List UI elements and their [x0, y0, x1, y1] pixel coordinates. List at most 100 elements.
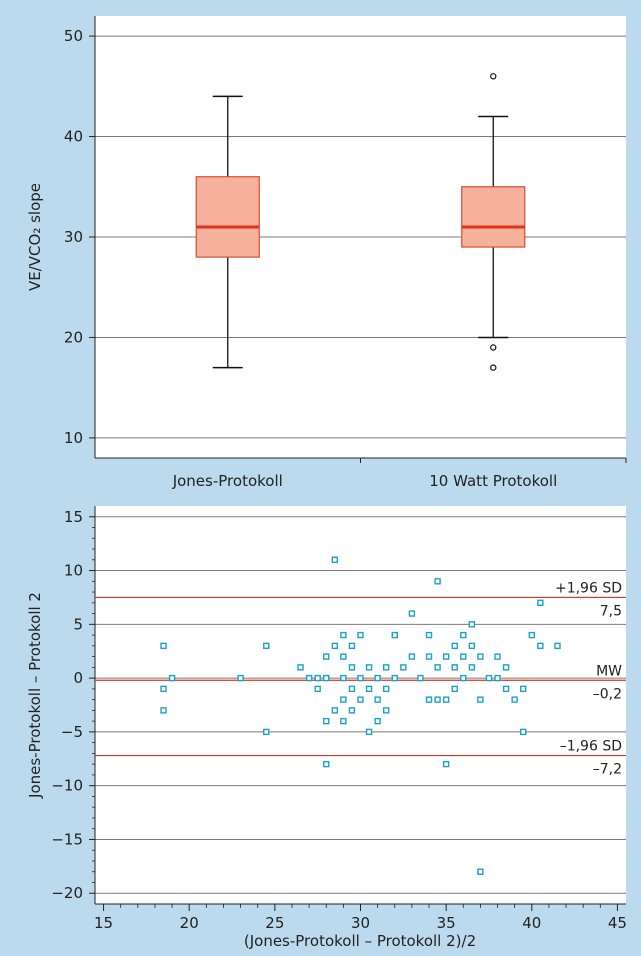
scatter-point [442, 696, 450, 703]
scatter-reference-lines: +1,96 SD 7,5 MW –0,2 –1,96 SD –7,2 [95, 580, 626, 778]
scatter-point [502, 664, 510, 671]
scatter-point [477, 696, 484, 703]
scatter-point [305, 674, 313, 682]
boxplot-axes [89, 16, 627, 463]
scatter-axes [89, 506, 626, 911]
scatter-y-tick-label: 5 [73, 615, 83, 633]
scatter-y-tick-label: −15 [51, 830, 83, 848]
scatter-point [434, 696, 441, 703]
reference-line-1: +1,96 SD 7,5 [95, 580, 626, 619]
scatter-point [400, 664, 407, 671]
box-1 [195, 95, 260, 369]
scatter-x-tick-label: 40 [522, 914, 541, 932]
scatter-y-tick-label: 15 [64, 508, 83, 526]
scatter-point [477, 868, 484, 875]
outlier-point [490, 344, 497, 351]
scatter-point [502, 685, 510, 693]
scatter-point [451, 642, 458, 650]
scatter-point [357, 696, 364, 703]
scatter-point [323, 674, 330, 682]
scatter-point [382, 664, 390, 671]
scatter-point [340, 653, 347, 660]
boxplot-y-tick-label: 50 [64, 27, 83, 45]
reference-line-value: 7,5 [600, 603, 622, 619]
scatter-point [382, 685, 390, 693]
scatter-point [263, 642, 270, 650]
boxplot-category-label: Jones-Protokoll [172, 472, 283, 490]
scatter-point [528, 631, 535, 639]
scatter-point [434, 578, 441, 585]
scatter-point [331, 556, 339, 563]
outlier-point [490, 73, 497, 80]
boxplot-gridlines [95, 35, 626, 439]
scatter-point [425, 631, 433, 639]
scatter-plot-area [95, 506, 626, 904]
scatter-point [468, 664, 476, 671]
scatter-chart: +1,96 SD7,5MW–0,2–1,96 SD–7,2 −20−15−10−… [26, 506, 627, 950]
boxplot-y-tick-label: 10 [64, 429, 83, 447]
boxplot-tick-labels: 10 20 30 40 50 Jones-Protokoll 10 Watt Protoko… [64, 27, 557, 490]
scatter-point [434, 664, 441, 671]
scatter-point [365, 664, 373, 671]
scatter-point [297, 664, 304, 671]
scatter-point [485, 674, 493, 682]
scatter-point [348, 685, 356, 693]
scatter-points [160, 556, 561, 875]
scatter-x-tick-label: 20 [180, 914, 199, 932]
scatter-point [374, 717, 381, 725]
scatter-x-axis-label: (Jones-Protokoll – Protokoll 2)/2 [244, 932, 476, 950]
reference-line-value: –7,2 [593, 762, 622, 778]
scatter-point [374, 674, 381, 682]
scatter-y-tick-label: −10 [51, 777, 83, 795]
scatter-point [511, 696, 518, 703]
scatter-y-tick-label: −20 [51, 884, 83, 902]
scatter-point [468, 642, 476, 650]
scatter-point [494, 674, 501, 682]
scatter-point [391, 631, 398, 639]
scatter-point [460, 631, 467, 639]
scatter-point [340, 674, 347, 682]
scatter-point [323, 717, 330, 725]
scatter-point [442, 760, 450, 768]
scatter-point [314, 685, 321, 693]
boxplot-boxes [195, 73, 526, 371]
scatter-point [160, 707, 167, 714]
scatter-point [494, 653, 501, 660]
reference-line-label: MW [596, 663, 622, 679]
scatter-point [340, 717, 347, 725]
outlier-point [490, 364, 497, 371]
scatter-point [357, 631, 364, 639]
iqr-box [461, 186, 526, 248]
scatter-point [374, 696, 381, 703]
scatter-point [417, 674, 424, 682]
scatter-point [323, 653, 330, 660]
scatter-x-tick-label: 30 [351, 914, 370, 932]
scatter-point [168, 674, 176, 682]
scatter-point [340, 631, 347, 639]
scatter-x-tick-label: 15 [94, 914, 113, 932]
scatter-y-axis-label: Jones-Protokoll – Protokoll 2 [26, 592, 44, 799]
scatter-x-tick-label: 45 [608, 914, 627, 932]
scatter-y-tick-label: 10 [64, 562, 83, 580]
reference-line-3: –1,96 SD –7,2 [95, 739, 626, 778]
scatter-point [340, 696, 347, 703]
scatter-point [425, 653, 433, 660]
scatter-y-tick-label: 0 [73, 669, 83, 687]
scatter-point [365, 728, 373, 736]
scatter-point [451, 664, 458, 671]
scatter-y-tick-label: −5 [61, 723, 83, 741]
scatter-point [451, 685, 458, 693]
scatter-point [442, 653, 450, 660]
scatter-point [460, 674, 467, 682]
scatter-point [357, 674, 364, 682]
boxplot-y-tick-label: 40 [64, 128, 83, 146]
scatter-point [382, 707, 390, 714]
scatter-gridlines [95, 516, 626, 894]
scatter-point [348, 642, 356, 650]
scatter-point [460, 653, 467, 660]
scatter-x-tick-label: 35 [437, 914, 456, 932]
scatter-x-tick-label: 25 [265, 914, 284, 932]
scatter-point [237, 674, 244, 682]
scatter-point [160, 685, 167, 693]
scatter-point [554, 642, 561, 650]
